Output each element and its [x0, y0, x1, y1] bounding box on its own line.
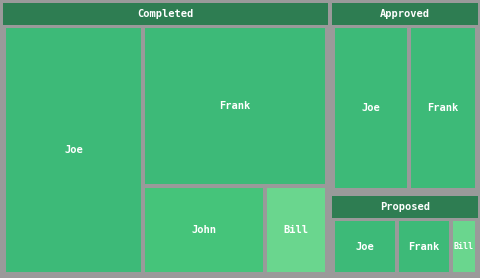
Bar [452, 221, 474, 272]
Bar [334, 221, 394, 272]
Text: Approved: Approved [379, 9, 429, 19]
Text: Joe: Joe [64, 145, 83, 155]
Text: Joe: Joe [355, 242, 373, 252]
Bar [334, 28, 406, 188]
Text: Completed: Completed [137, 9, 193, 19]
Bar [266, 188, 324, 272]
Text: John: John [191, 225, 216, 235]
Text: Bill: Bill [283, 225, 308, 235]
Bar [144, 28, 324, 184]
Bar [398, 221, 448, 272]
Text: Frank: Frank [408, 242, 439, 252]
Text: Frank: Frank [219, 101, 250, 111]
Bar [331, 196, 477, 218]
Bar [144, 188, 263, 272]
Bar [410, 28, 474, 188]
Text: Joe: Joe [361, 103, 380, 113]
Text: Proposed: Proposed [379, 202, 429, 212]
Bar [331, 3, 477, 25]
Bar [6, 28, 141, 272]
Bar [3, 3, 327, 25]
Text: Bill: Bill [453, 242, 473, 251]
Text: Frank: Frank [427, 103, 457, 113]
